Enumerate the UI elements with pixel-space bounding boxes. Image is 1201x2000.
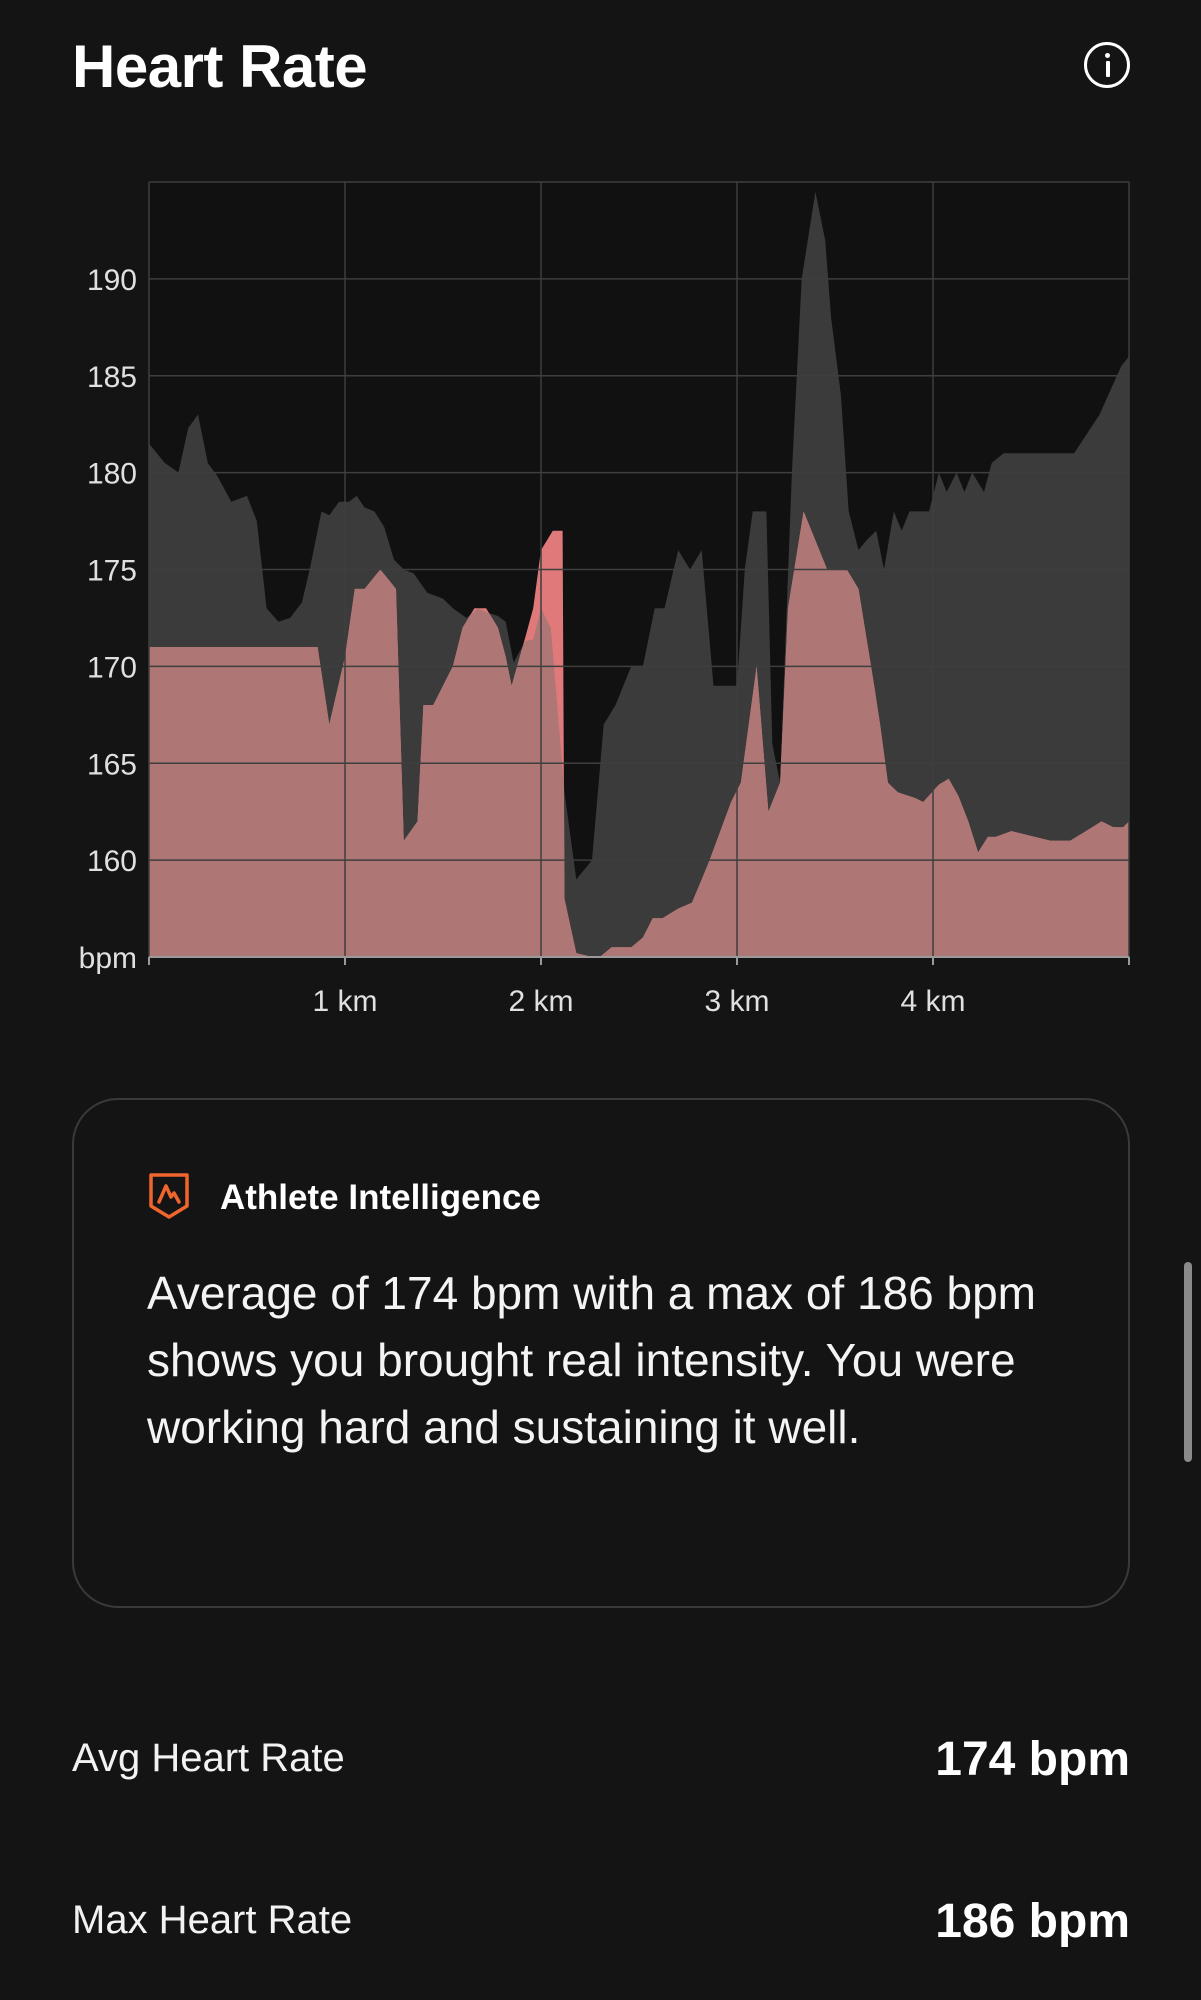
y-tick-label: 160 [87,845,137,878]
info-icon[interactable] [1084,42,1130,88]
info-icon-dot [1105,53,1110,58]
x-tick-label: 2 km [508,985,573,1018]
y-tick-label: 185 [87,361,137,394]
x-tick-label: 1 km [312,985,377,1018]
y-tick-label: 180 [87,458,137,491]
y-tick-label: 165 [87,748,137,781]
max-heart-rate-value: 186 bpm [935,1895,1130,1948]
max-heart-rate-label: Max Heart Rate [72,1898,353,1942]
avg-heart-rate-row: Avg Heart Rate 174 bpm [72,1733,1130,1796]
avg-heart-rate-value: 174 bpm [935,1733,1130,1786]
page-title: Heart Rate [72,33,368,100]
heart-rate-chart: bpm 160 165 170 175 180 185 190 1 km 2 km 3 km 4 km [79,181,1130,1018]
athlete-intelligence-title: Athlete Intelligence [220,1178,541,1217]
athlete-intelligence-card: Athlete Intelligence Average of 174 bpm … [72,1098,1130,1608]
athlete-intelligence-summary: Average of 174 bpm with a max of 186 bpm… [147,1267,1037,1453]
athlete-intelligence-icon [149,1173,189,1219]
x-tick-label: 3 km [704,985,769,1018]
scrollbar[interactable] [1184,1262,1192,1462]
y-tick-label: 190 [87,264,137,297]
y-tick-label: bpm [79,942,137,975]
y-tick-label: 170 [87,651,137,684]
avg-heart-rate-label: Avg Heart Rate [72,1736,345,1780]
header: Heart Rate [72,28,1130,108]
overlap-area [149,511,1129,957]
max-heart-rate-row: Max Heart Rate 186 bpm [72,1895,1130,1958]
y-tick-label: 175 [87,555,137,588]
info-icon-bar [1105,61,1110,77]
x-tick-label: 4 km [900,985,965,1018]
